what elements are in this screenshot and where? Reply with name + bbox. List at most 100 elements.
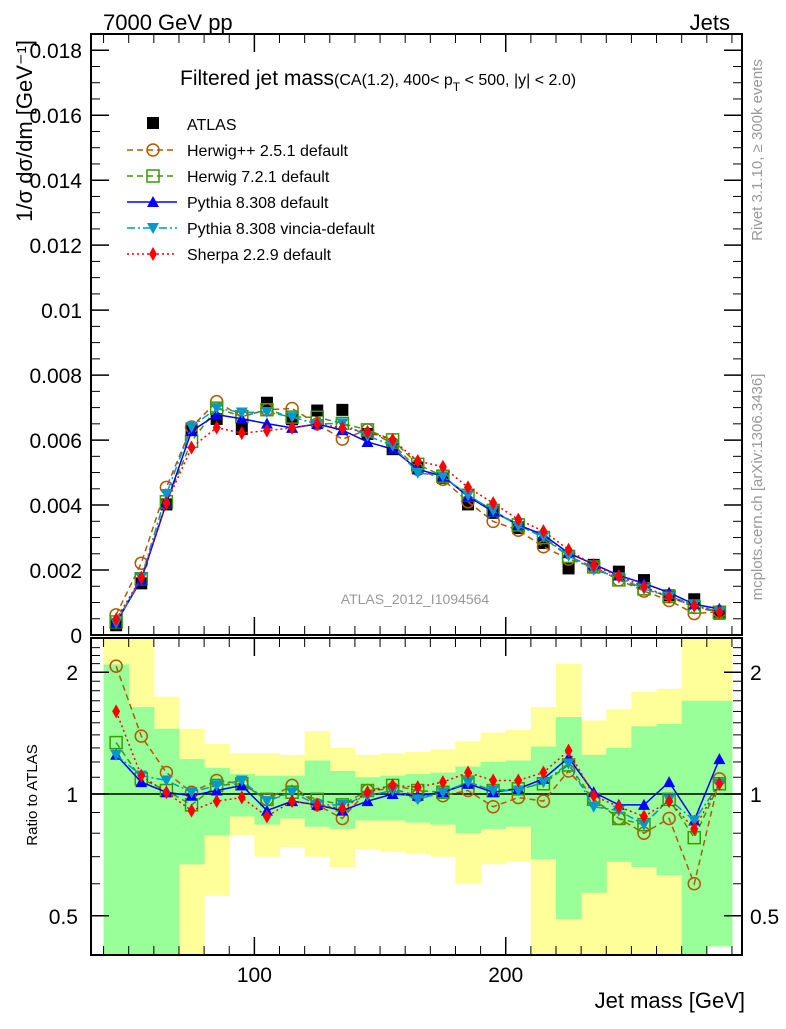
- ratio-tick-label-left: 1: [66, 784, 78, 807]
- series-4-ratio-point: [564, 743, 573, 758]
- legend-marker: [149, 247, 157, 261]
- legend-label: Herwig 7.2.1 default: [187, 169, 330, 186]
- legend-label: ATLAS: [187, 117, 237, 134]
- chart-title-main: Filtered jet mass: [180, 67, 334, 90]
- series-4-point: [489, 496, 498, 511]
- series-3-ratio-point: [185, 787, 198, 799]
- series-3-point: [185, 421, 198, 433]
- series-4-point: [137, 570, 146, 585]
- series-3-point: [436, 471, 449, 483]
- legend-item-series-0: Herwig++ 2.5.1 default: [127, 143, 349, 160]
- series-4-point: [288, 420, 297, 435]
- series-4-point: [639, 579, 648, 594]
- series-3-ratio-point: [286, 787, 299, 799]
- data-point-atlas: [336, 403, 349, 416]
- legend-item-series-4: Sherpa 2.2.9 default: [127, 247, 332, 264]
- x-tick-label: 200: [488, 964, 523, 987]
- series-4-point: [514, 512, 523, 527]
- y-tick-label: 0.012: [29, 235, 82, 258]
- series-3-point: [260, 407, 273, 419]
- series-4-ratio-point: [489, 773, 498, 788]
- series-3-point: [462, 490, 475, 502]
- legend: ATLAS Herwig++ 2.5.1 default Herwig 7.2.1 …: [127, 117, 375, 264]
- series-4-ratio-point: [665, 794, 674, 809]
- series-4-point: [363, 424, 372, 439]
- series-4-point: [438, 459, 447, 474]
- series-3-point: [210, 403, 223, 415]
- series-0-ratio-point: [134, 729, 149, 743]
- series-3-ratio-point: [637, 819, 650, 831]
- series-4-point: [564, 542, 573, 557]
- series-0-ratio-point: [662, 811, 676, 826]
- series-4-ratio-point: [464, 765, 473, 780]
- series-4-point: [212, 420, 221, 435]
- header-right: Jets: [690, 10, 730, 35]
- y-axis-label: 1/σ dσ/dm [GeV⁻¹]: [12, 40, 37, 222]
- series-3-ratio-point: [235, 775, 248, 787]
- series-3-ratio-point: [110, 749, 123, 761]
- series-1-ratio-point: [109, 735, 123, 750]
- series-3-ratio-point: [160, 775, 173, 787]
- series-4-ratio-point: [137, 768, 146, 783]
- series-4-ratio-point: [212, 794, 221, 809]
- main-plot-marks: [109, 394, 727, 632]
- legend-label: Herwig++ 2.5.1 default: [187, 143, 349, 160]
- series-3-ratio-point: [411, 794, 424, 806]
- series-4-ratio-point: [514, 773, 523, 788]
- series-4-ratio-point: [438, 775, 447, 790]
- series-4-point: [665, 589, 674, 604]
- ratio-band-inner: [681, 700, 708, 955]
- y-tick-label: 0.016: [29, 105, 82, 128]
- y-tick-label: 0.018: [29, 40, 82, 63]
- ratio-band-inner: [128, 707, 155, 955]
- chart-subtitle-post: < 500, |y| < 2.0): [460, 72, 576, 89]
- legend-label: Pythia 8.308 default: [187, 195, 329, 212]
- ratio-axis-label: Ratio to ATLAS: [24, 744, 41, 845]
- series-3-point: [411, 467, 424, 479]
- y-tick-label: 0.006: [29, 430, 82, 453]
- ratio-plot-marks: [91, 659, 742, 891]
- y-tick-label: 0.01: [41, 300, 82, 323]
- series-4-point: [162, 496, 171, 511]
- y-tick-label: 0: [70, 625, 82, 648]
- legend-marker: [147, 223, 159, 234]
- series-4-point: [237, 426, 246, 441]
- series-4-point: [614, 569, 623, 584]
- ratio-tick-label-left: 0.5: [49, 906, 78, 929]
- series-4-point: [388, 432, 397, 447]
- chart-subtitle-pre: (CA(1.2), 400< p: [334, 72, 453, 89]
- ratio-band-inner: [581, 754, 607, 893]
- series-3-ratio-point: [260, 796, 273, 808]
- x-axis-label: Jet mass [GeV]: [595, 988, 745, 1013]
- series-4-point: [187, 440, 196, 455]
- series-3-ratio-point: [436, 787, 449, 799]
- watermark: ATLAS_2012_I1094564: [341, 591, 490, 607]
- legend-marker: [146, 169, 160, 183]
- ratio-tick-label-right: 2: [750, 662, 762, 685]
- series-4-point: [313, 416, 322, 431]
- legend-marker: [147, 196, 159, 207]
- series-4-ratio-point: [388, 778, 397, 793]
- legend-marker-atlas: [147, 117, 159, 129]
- series-4-ratio-point: [262, 809, 271, 824]
- series-3-ratio-point: [487, 785, 500, 797]
- legend-item-atlas: ATLAS: [147, 117, 237, 134]
- series-4-ratio-point: [162, 785, 171, 800]
- series-2-ratio-point: [713, 753, 726, 765]
- main-frame: [90, 33, 743, 636]
- series-4-ratio-point: [715, 776, 724, 791]
- series-4-ratio-point: [539, 765, 548, 780]
- legend-label: Pythia 8.308 vincia-default: [187, 221, 375, 238]
- series-0-ratio-point: [486, 800, 500, 814]
- ratio-frame: [90, 637, 743, 956]
- x-tick-label: 100: [237, 964, 272, 987]
- series-4-ratio-point: [639, 809, 648, 824]
- series-3-ratio-point: [562, 758, 575, 770]
- ratio-band-inner: [706, 700, 733, 947]
- series-4-point: [715, 605, 724, 620]
- series-4-point: [338, 420, 347, 435]
- series-4-ratio-point: [413, 780, 422, 795]
- series-4-ratio-point: [187, 803, 196, 818]
- series-3-ratio-point: [512, 785, 525, 797]
